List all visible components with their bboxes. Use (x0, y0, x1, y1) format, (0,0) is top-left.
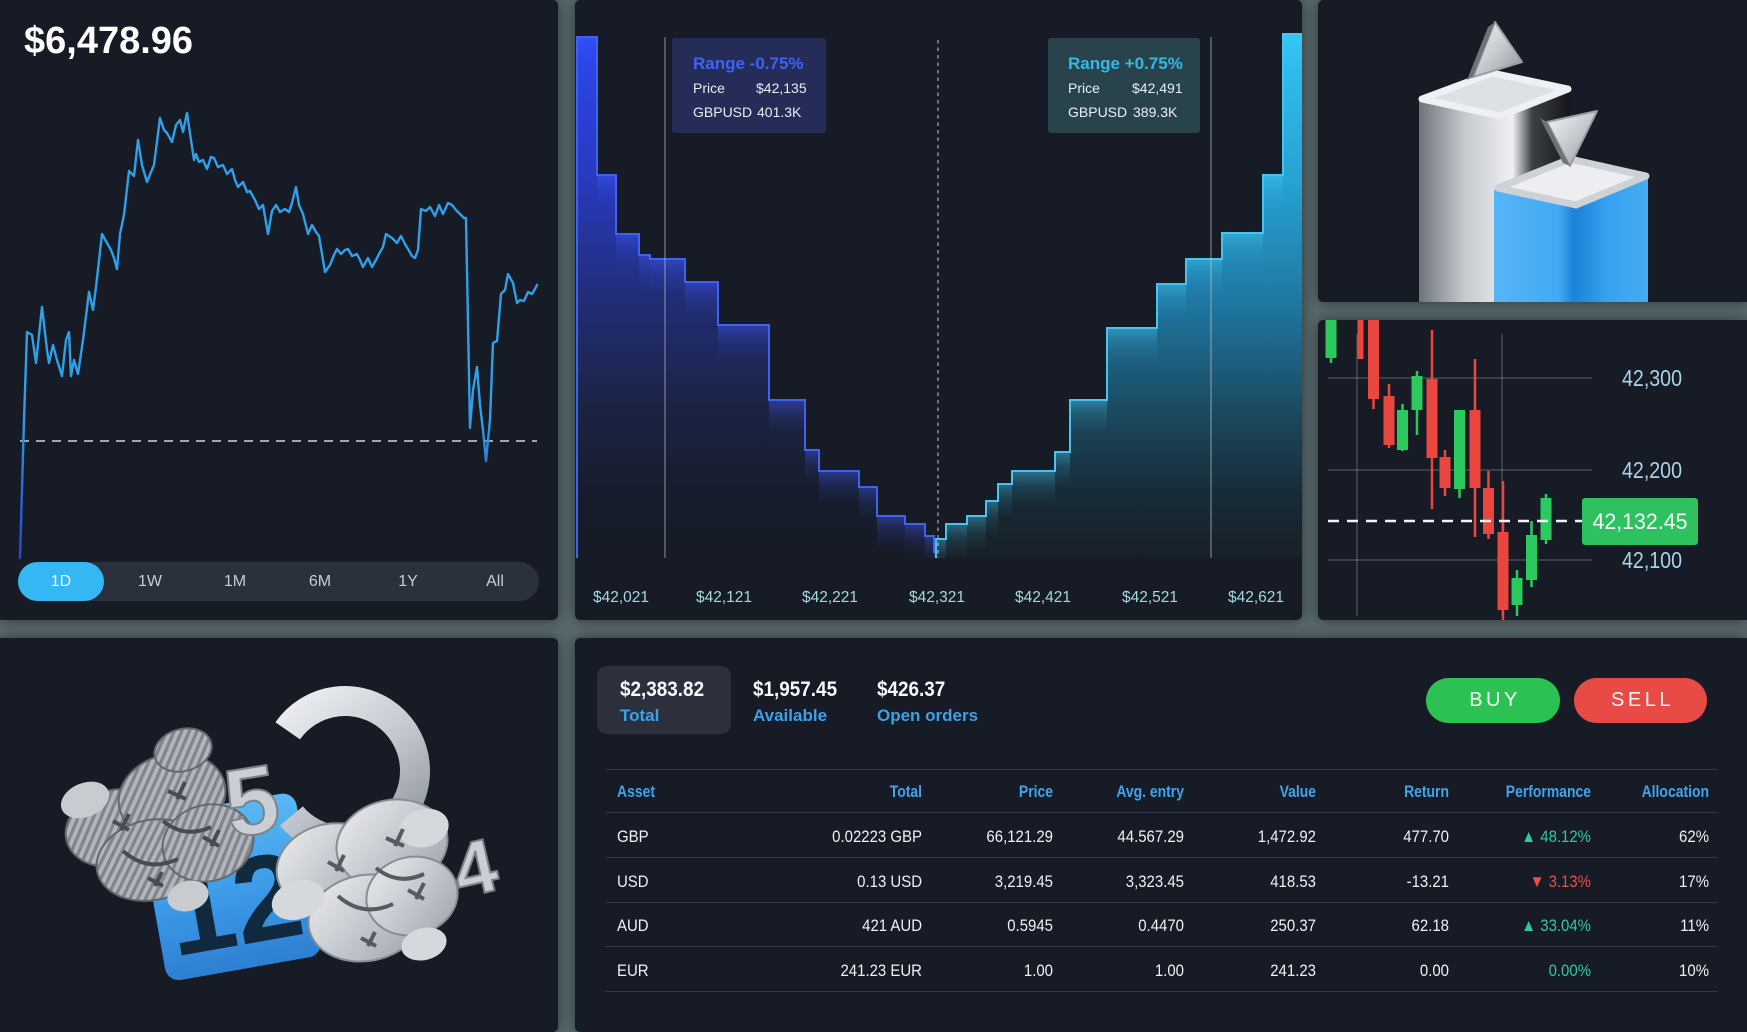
svg-text:$42,321: $42,321 (909, 589, 965, 606)
svg-text:Price: Price (1068, 80, 1100, 96)
svg-text:GBPUSD: GBPUSD (693, 104, 752, 120)
svg-text:Range -0.75%: Range -0.75% (693, 54, 804, 73)
svg-text:42,100: 42,100 (1622, 547, 1682, 573)
svg-text:401.3K: 401.3K (757, 104, 802, 120)
svg-text:$42,421: $42,421 (1015, 589, 1071, 606)
svg-text:42,300: 42,300 (1622, 365, 1682, 391)
svg-text:$42,021: $42,021 (593, 589, 649, 606)
svg-text:Price: Price (693, 80, 725, 96)
svg-text:Range +0.75%: Range +0.75% (1068, 54, 1183, 73)
svg-text:GBPUSD: GBPUSD (1068, 104, 1127, 120)
svg-text:$42,135: $42,135 (756, 80, 807, 96)
svg-text:$42,491: $42,491 (1132, 80, 1183, 96)
svg-text:42,132.45: 42,132.45 (1593, 509, 1688, 534)
svg-text:$42,121: $42,121 (696, 589, 752, 606)
svg-text:$42,221: $42,221 (802, 589, 858, 606)
svg-text:$42,621: $42,621 (1228, 589, 1284, 606)
svg-text:$42,521: $42,521 (1122, 589, 1178, 606)
svg-text:42,200: 42,200 (1622, 457, 1682, 483)
svg-text:389.3K: 389.3K (1133, 104, 1178, 120)
